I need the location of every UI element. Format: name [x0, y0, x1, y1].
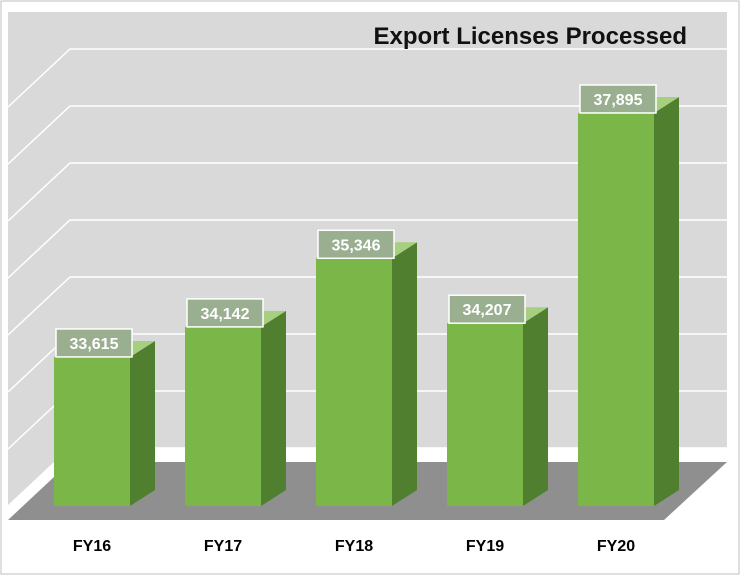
data-label: 34,207 — [448, 294, 526, 324]
chart-title: Export Licenses Processed — [374, 23, 687, 50]
category-label: FY17 — [204, 538, 242, 555]
data-label: 33,615 — [55, 328, 133, 358]
gridline — [7, 276, 727, 336]
data-label: 34,142 — [186, 298, 264, 328]
data-label-text: 37,895 — [594, 92, 643, 109]
data-labels: 33,615 34,142 35,346 34,207 37,895 — [55, 84, 657, 358]
data-label-box — [579, 84, 657, 114]
data-label-text: 34,207 — [463, 302, 512, 319]
bar-side-face — [261, 310, 286, 506]
bar-side-face — [392, 242, 417, 506]
data-label-text: 33,615 — [70, 336, 119, 353]
bar-front-face — [185, 326, 261, 506]
gridline — [7, 162, 727, 222]
category-label: FY18 — [335, 538, 373, 555]
bar-fy18 — [316, 242, 417, 506]
bar-front-face — [578, 112, 654, 507]
bar-side-face — [523, 307, 548, 506]
data-label-box — [317, 229, 395, 260]
category-label: FY16 — [73, 538, 111, 555]
data-label-box — [448, 294, 526, 324]
bar-side-face — [654, 96, 679, 507]
bar-fy16 — [54, 340, 155, 506]
gridline — [7, 219, 727, 279]
data-label-text: 35,346 — [332, 237, 381, 254]
data-label-box — [55, 328, 133, 358]
data-label-box — [186, 298, 264, 328]
category-label: FY19 — [466, 538, 504, 555]
gridline — [7, 48, 727, 108]
bar-front-face — [447, 323, 523, 506]
bar-front-face — [54, 356, 130, 506]
data-label: 35,346 — [317, 229, 395, 260]
bar-fy17 — [185, 310, 286, 506]
data-label: 37,895 — [579, 84, 657, 114]
gridline — [7, 105, 727, 165]
bar-fy19 — [447, 307, 548, 506]
category-label: FY20 — [597, 538, 635, 555]
bar-front-face — [316, 258, 392, 506]
data-label-text: 34,142 — [201, 306, 250, 323]
category-axis: FY16 FY17 FY18 FY19 FY20 — [73, 538, 635, 555]
bar-side-face — [130, 340, 155, 506]
bar-fy20 — [578, 96, 679, 507]
